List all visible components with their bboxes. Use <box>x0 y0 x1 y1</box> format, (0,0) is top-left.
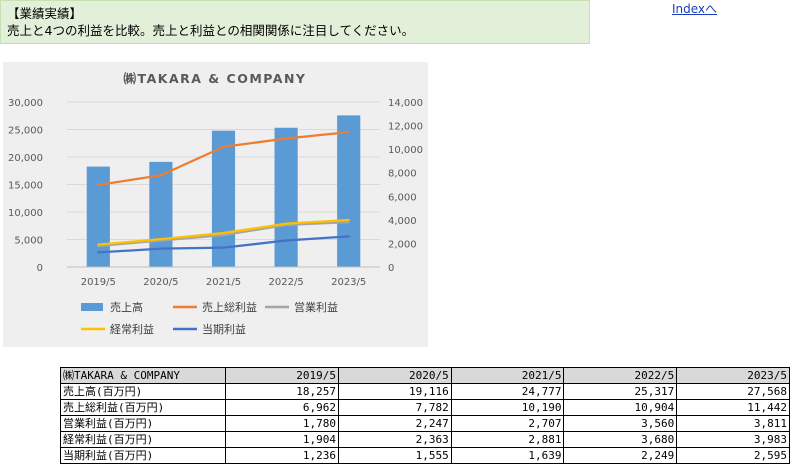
line-営業利益 <box>97 220 350 248</box>
y-left-tick-label: 5,000 <box>14 236 43 247</box>
value-cell[interactable]: 24,777 <box>450 383 565 400</box>
y-left-tick-label: 30,000 <box>8 98 43 109</box>
value-cell[interactable]: 2,249 <box>563 447 678 464</box>
table-row: 売上高(百万円) 18,257 19,116 24,777 25,317 27,568 <box>59 383 790 400</box>
comment-note: 【業績実績】 売上と4つの利益を比較。売上と利益との相関関係に注目してください。 <box>0 0 590 44</box>
value-cell[interactable]: 3,983 <box>676 431 790 448</box>
value-cell[interactable]: 2023/5 <box>676 367 790 384</box>
line-売上総利益 <box>97 131 350 187</box>
value-cell[interactable]: 10,904 <box>563 399 678 416</box>
value-cell[interactable]: 1,236 <box>225 447 339 464</box>
y-right-tick-label: 0 <box>388 263 394 274</box>
value-cell[interactable]: 2,247 <box>337 415 452 432</box>
performance-chart[interactable]: ㈱TAKARA & COMPANY 0 5,000 10,000 15,000 20,00… <box>3 62 428 347</box>
value-cell[interactable]: 27,568 <box>676 383 790 400</box>
value-cell[interactable]: 10,190 <box>450 399 565 416</box>
table-row: 経常利益(百万円) 1,904 2,363 2,881 3,680 3,983 <box>59 431 790 448</box>
bar-売上高 <box>86 166 110 267</box>
legend-swatch-売上高 <box>81 303 103 311</box>
y-right-tick-label: 2,000 <box>388 239 417 250</box>
x-tick-label: 2023/5 <box>331 277 366 288</box>
value-cell[interactable]: 2022/5 <box>563 367 678 384</box>
row-label-cell[interactable]: 売上高(百万円) <box>59 383 227 400</box>
value-cell[interactable]: 3,811 <box>676 415 790 432</box>
value-cell[interactable]: 2,363 <box>337 431 452 448</box>
y-left-tick-label: 0 <box>37 263 43 274</box>
value-cell[interactable]: 3,560 <box>563 415 678 432</box>
value-cell[interactable]: 7,782 <box>337 399 452 416</box>
y-right-tick-label: 12,000 <box>388 122 423 133</box>
value-cell[interactable]: 19,116 <box>337 383 452 400</box>
performance-table: ㈱TAKARA & COMPANY 2019/5 2020/5 2021/5 2022/… <box>59 367 790 464</box>
legend-label-当期利益: 当期利益 <box>202 322 246 336</box>
legend-label-営業利益: 営業利益 <box>294 300 338 314</box>
legend-label-売上高: 売上高 <box>110 300 143 314</box>
x-tick-label: 2019/5 <box>81 277 116 288</box>
table-row: 当期利益(百万円) 1,236 1,555 1,639 2,249 2,595 <box>59 447 790 464</box>
value-cell[interactable]: 1,639 <box>450 447 565 464</box>
note-body: 売上と4つの利益を比較。売上と利益との相関関係に注目してください。 <box>7 23 415 38</box>
value-cell[interactable]: 25,317 <box>563 383 678 400</box>
row-label-cell[interactable]: 営業利益(百万円) <box>59 415 227 432</box>
value-cell[interactable]: 1,780 <box>225 415 339 432</box>
value-cell[interactable]: 18,257 <box>225 383 339 400</box>
line-当期利益 <box>97 235 350 254</box>
row-label-cell[interactable]: 経常利益(百万円) <box>59 431 227 448</box>
value-cell[interactable]: 2021/5 <box>450 367 565 384</box>
value-cell[interactable]: 2,595 <box>676 447 790 464</box>
y-left-tick-label: 15,000 <box>8 181 43 192</box>
y-right-tick-label: 10,000 <box>388 145 423 156</box>
x-tick-label: 2021/5 <box>206 277 241 288</box>
value-cell[interactable]: 3,680 <box>563 431 678 448</box>
value-cell[interactable]: 6,962 <box>225 399 339 416</box>
index-link[interactable]: Indexへ <box>672 2 718 16</box>
y-left-tick-label: 25,000 <box>8 126 43 137</box>
value-cell[interactable]: 2020/5 <box>337 367 452 384</box>
table-row: 売上総利益(百万円) 6,962 7,782 10,190 10,904 11,442 <box>59 399 790 416</box>
y-right-tick-label: 14,000 <box>388 98 423 109</box>
row-label-cell[interactable]: ㈱TAKARA & COMPANY <box>59 367 227 384</box>
row-label-cell[interactable]: 当期利益(百万円) <box>59 447 227 464</box>
y-left-tick-label: 10,000 <box>8 208 43 219</box>
y-right-tick-label: 6,000 <box>388 192 417 203</box>
legend-label-売上総利益: 売上総利益 <box>202 300 257 314</box>
value-cell[interactable]: 1,555 <box>337 447 452 464</box>
chart-svg: ㈱TAKARA & COMPANY 0 5,000 10,000 15,000 20,00… <box>8 71 423 336</box>
line-経常利益 <box>97 218 350 246</box>
chart-title: ㈱TAKARA & COMPANY <box>124 71 307 86</box>
y-right-tick-label: 4,000 <box>388 216 417 227</box>
bar-売上高 <box>337 115 361 267</box>
value-cell[interactable]: 2019/5 <box>225 367 339 384</box>
value-cell[interactable]: 1,904 <box>225 431 339 448</box>
x-tick-label: 2022/5 <box>269 277 304 288</box>
x-tick-label: 2020/5 <box>143 277 178 288</box>
value-cell[interactable]: 2,881 <box>450 431 565 448</box>
bar-売上高 <box>274 127 298 267</box>
table-header-row: ㈱TAKARA & COMPANY 2019/5 2020/5 2021/5 2022/… <box>59 367 790 384</box>
y-left-tick-label: 20,000 <box>8 153 43 164</box>
note-title: 【業績実績】 <box>7 6 83 21</box>
row-label-cell[interactable]: 売上総利益(百万円) <box>59 399 227 416</box>
y-right-tick-label: 8,000 <box>388 169 417 180</box>
table-row: 営業利益(百万円) 1,780 2,247 2,707 3,560 3,811 <box>59 415 790 432</box>
value-cell[interactable]: 2,707 <box>450 415 565 432</box>
value-cell[interactable]: 11,442 <box>676 399 790 416</box>
legend-label-経常利益: 経常利益 <box>110 322 154 336</box>
